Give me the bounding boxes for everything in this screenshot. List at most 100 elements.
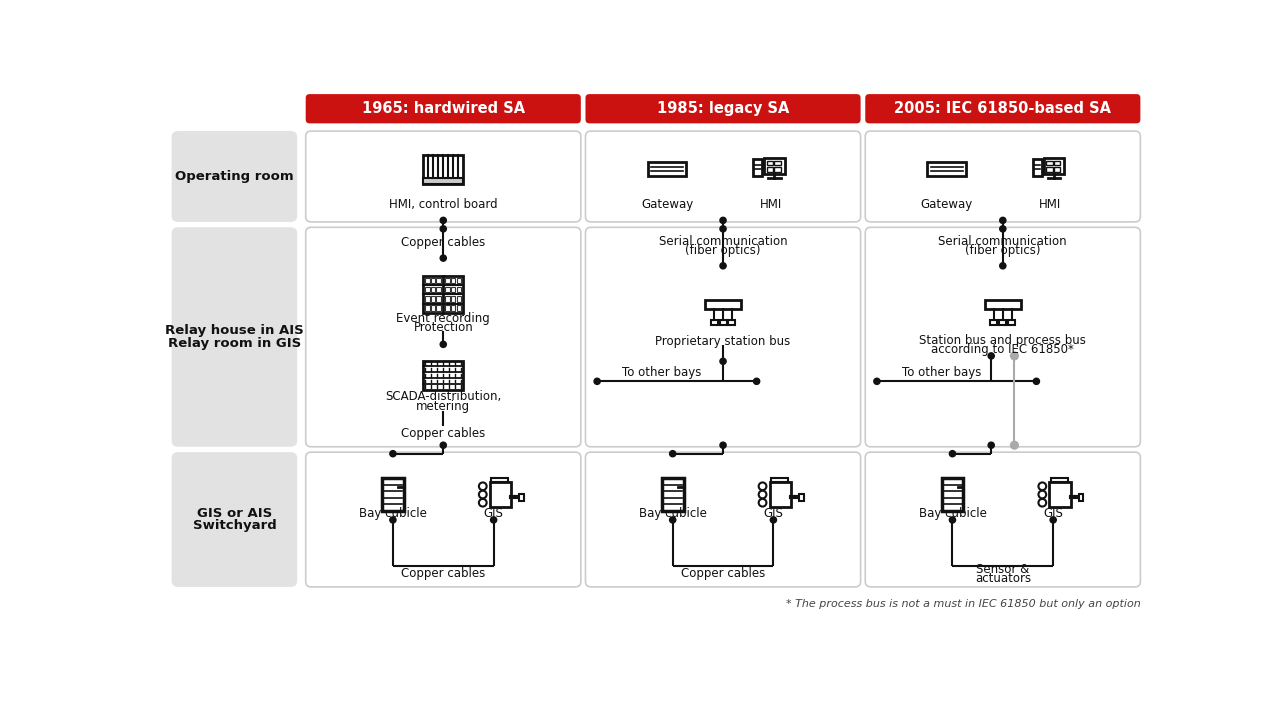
Bar <box>799 495 804 500</box>
Bar <box>771 477 788 482</box>
Circle shape <box>988 442 995 449</box>
Circle shape <box>1038 490 1046 498</box>
Text: Protection: Protection <box>413 321 474 334</box>
Bar <box>457 305 461 311</box>
Circle shape <box>1050 517 1056 523</box>
Text: Relay house in AIS: Relay house in AIS <box>165 325 303 338</box>
Text: according to IEC 61850*: according to IEC 61850* <box>932 343 1074 356</box>
Bar <box>424 361 463 390</box>
Text: Switchyard: Switchyard <box>192 519 276 532</box>
Bar <box>424 276 463 312</box>
Bar <box>774 161 781 166</box>
Circle shape <box>950 517 956 523</box>
Bar <box>1055 167 1060 171</box>
Circle shape <box>759 482 767 490</box>
Bar <box>381 478 403 510</box>
Bar <box>719 320 727 325</box>
Bar <box>431 296 435 302</box>
Bar <box>431 305 435 311</box>
Text: Event recording: Event recording <box>397 312 490 325</box>
Circle shape <box>719 226 726 232</box>
Circle shape <box>1038 499 1046 507</box>
Text: GIS or AIS: GIS or AIS <box>197 507 273 520</box>
Bar <box>457 278 461 283</box>
Circle shape <box>771 517 777 523</box>
Bar <box>451 287 456 292</box>
Circle shape <box>1000 263 1006 269</box>
Text: Copper cables: Copper cables <box>401 236 485 249</box>
Circle shape <box>719 217 726 223</box>
FancyBboxPatch shape <box>172 131 297 222</box>
Bar <box>928 162 966 176</box>
Text: (fiber optics): (fiber optics) <box>685 244 760 257</box>
Circle shape <box>479 499 486 507</box>
Text: HMI: HMI <box>759 199 782 212</box>
Circle shape <box>1011 441 1019 449</box>
Circle shape <box>669 451 676 456</box>
Bar <box>451 296 456 302</box>
Bar <box>1000 320 1006 325</box>
FancyBboxPatch shape <box>306 94 581 123</box>
Bar <box>774 167 781 171</box>
Text: Proprietary station bus: Proprietary station bus <box>655 335 791 348</box>
FancyBboxPatch shape <box>865 452 1140 587</box>
Bar <box>424 179 463 184</box>
Text: actuators: actuators <box>975 572 1030 585</box>
Bar <box>1033 159 1042 176</box>
Circle shape <box>479 490 486 498</box>
Circle shape <box>719 263 726 269</box>
Bar <box>767 167 773 171</box>
Text: To other bays: To other bays <box>622 366 701 379</box>
Circle shape <box>988 353 995 359</box>
Bar <box>710 320 718 325</box>
Text: Copper cables: Copper cables <box>401 567 485 580</box>
Bar <box>648 162 686 176</box>
Text: Gateway: Gateway <box>920 199 973 212</box>
Bar <box>425 296 430 302</box>
Text: Sensor &: Sensor & <box>977 564 1029 577</box>
Bar <box>1047 167 1052 171</box>
Bar <box>445 287 449 292</box>
FancyBboxPatch shape <box>306 452 581 587</box>
Bar <box>753 159 762 176</box>
Bar <box>520 495 524 500</box>
Bar <box>445 296 449 302</box>
Text: To other bays: To other bays <box>901 366 980 379</box>
FancyBboxPatch shape <box>585 228 860 446</box>
Text: Serial communication: Serial communication <box>938 235 1068 248</box>
FancyBboxPatch shape <box>865 131 1140 222</box>
Circle shape <box>1011 352 1019 360</box>
Bar <box>492 477 508 482</box>
Bar <box>1047 161 1052 166</box>
Text: Relay room in GIS: Relay room in GIS <box>168 337 301 350</box>
Text: Gateway: Gateway <box>641 199 694 212</box>
Circle shape <box>490 517 497 523</box>
Bar <box>431 278 435 283</box>
Circle shape <box>754 378 760 384</box>
Bar <box>1079 495 1083 500</box>
Bar <box>436 305 440 311</box>
Bar <box>424 155 463 184</box>
Bar <box>436 287 440 292</box>
Circle shape <box>1000 226 1006 232</box>
Text: * The process bus is not a must in IEC 61850 but only an option: * The process bus is not a must in IEC 6… <box>786 599 1140 609</box>
Circle shape <box>594 378 600 384</box>
Circle shape <box>1033 378 1039 384</box>
Bar <box>986 300 1020 309</box>
Bar <box>436 278 440 283</box>
Bar <box>431 287 435 292</box>
Circle shape <box>440 217 447 223</box>
Bar <box>705 300 741 309</box>
Circle shape <box>719 442 726 449</box>
Circle shape <box>950 451 956 456</box>
Bar <box>457 287 461 292</box>
FancyBboxPatch shape <box>306 228 581 446</box>
Text: Bay cubicle: Bay cubicle <box>639 508 707 521</box>
Text: 1985: legacy SA: 1985: legacy SA <box>657 102 790 116</box>
Text: Bay cubicle: Bay cubicle <box>358 508 426 521</box>
Bar <box>1009 320 1015 325</box>
Circle shape <box>1000 217 1006 223</box>
Bar <box>425 287 430 292</box>
Text: metering: metering <box>416 400 470 413</box>
Text: 2005: IEC 61850-based SA: 2005: IEC 61850-based SA <box>895 102 1111 116</box>
